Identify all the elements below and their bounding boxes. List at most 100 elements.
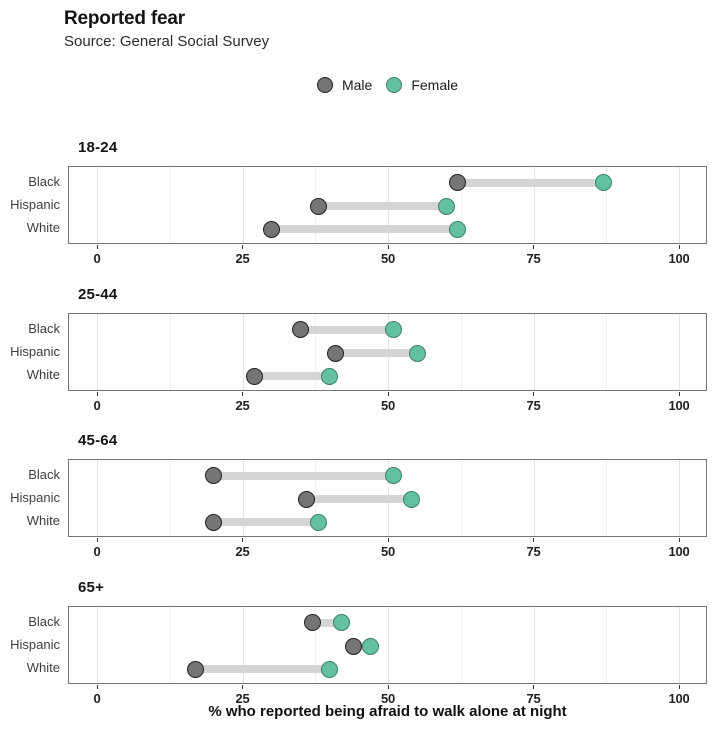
x-tick-mark: [387, 392, 389, 396]
x-tick-label: 75: [526, 544, 541, 559]
male-dot: [187, 660, 205, 678]
dumbbell-bar: [335, 349, 418, 357]
legend-item-male: Male: [316, 77, 373, 93]
gridline-major: [533, 314, 535, 390]
male-dot: [204, 513, 222, 531]
gridline-minor: [606, 314, 608, 390]
dumbbell-bar: [318, 202, 447, 210]
gridline-minor: [169, 314, 171, 390]
y-axis-label-Hispanic: Hispanic: [10, 197, 60, 212]
x-tick-label: 25: [235, 544, 250, 559]
male-dot: [292, 321, 310, 339]
gridline-minor: [460, 314, 462, 390]
x-tick-mark: [96, 685, 98, 689]
legend-item-female: Female: [386, 77, 458, 93]
gridline-major: [533, 607, 535, 683]
x-tick-mark: [533, 685, 534, 689]
x-tick-mark: [242, 538, 243, 542]
gridline-major: [97, 607, 98, 683]
dumbbell-bar: [306, 495, 412, 503]
gridline-major: [533, 460, 535, 536]
x-tick-label: 50: [380, 691, 396, 706]
x-tick-mark: [533, 538, 534, 542]
female-dot: [402, 490, 420, 508]
female-dot: [332, 614, 350, 632]
dumbbell-bar: [271, 225, 458, 234]
gridline-minor: [169, 607, 171, 683]
x-tick-mark: [96, 392, 98, 396]
gridline-major: [242, 607, 244, 683]
x-tick-mark: [678, 245, 680, 249]
gridline-major: [679, 167, 680, 243]
x-tick-label: 0: [93, 251, 101, 266]
panel-plot-area-45-64: [68, 459, 707, 537]
x-tick-mark: [387, 685, 389, 689]
gridline-major: [679, 607, 680, 683]
y-axis-label-Black: Black: [28, 320, 60, 336]
gridline-minor: [460, 460, 462, 536]
male-dot: [245, 367, 263, 385]
x-tick-mark: [242, 245, 243, 249]
panel-plot-area-18-24: [68, 166, 707, 244]
panel-plot-area-65+: [68, 606, 707, 684]
gridline-minor: [606, 167, 608, 243]
female-swatch-icon: [386, 77, 403, 93]
dumbbell-bar: [353, 642, 371, 650]
legend-label-male: Male: [341, 77, 373, 93]
gridline-major: [242, 167, 244, 243]
legend-label-female: Female: [411, 77, 459, 93]
female-dot: [362, 637, 380, 655]
y-axis-label-Black: Black: [28, 613, 60, 629]
panel-plot-area-25-44: [68, 313, 707, 391]
female-dot: [449, 220, 467, 238]
chart-subtitle: Source: General Social Survey: [64, 33, 270, 50]
x-tick-label: 100: [668, 398, 690, 413]
x-axis-title: % who reported being afraid to walk alon…: [208, 703, 567, 720]
gridline-major: [679, 460, 680, 536]
gridline-minor: [606, 607, 608, 683]
x-tick-label: 25: [235, 251, 250, 266]
female-dot: [385, 467, 403, 485]
x-tick-label: 75: [526, 398, 541, 413]
dumbbell-bar: [213, 471, 394, 480]
male-dot: [309, 197, 327, 215]
x-tick-mark: [678, 685, 680, 689]
gridline-major: [533, 167, 535, 243]
female-dot: [309, 513, 327, 531]
x-tick-label: 75: [526, 251, 541, 266]
gridline-minor: [315, 314, 317, 390]
x-tick-label: 0: [93, 691, 101, 706]
x-tick-label: 50: [380, 251, 396, 266]
panel-header-65+: 65+: [78, 579, 105, 596]
dumbbell-bar: [457, 178, 604, 187]
dumbbell-bar: [213, 518, 319, 527]
y-axis-label-White: White: [26, 513, 60, 529]
x-tick-label: 0: [93, 544, 101, 559]
y-axis-label-Hispanic: Hispanic: [10, 637, 60, 652]
male-dot: [327, 344, 345, 362]
y-axis-label-White: White: [26, 220, 60, 236]
panel-header-25-44: 25-44: [78, 286, 118, 303]
gridline-minor: [460, 607, 462, 683]
x-tick-mark: [533, 245, 534, 249]
x-tick-label: 25: [235, 691, 250, 706]
female-dot: [385, 321, 403, 339]
gridline-major: [97, 167, 98, 243]
x-tick-mark: [678, 392, 680, 396]
x-tick-label: 75: [526, 691, 541, 706]
y-axis-label-Black: Black: [28, 466, 60, 482]
female-dot: [408, 344, 426, 362]
x-tick-label: 100: [668, 691, 690, 706]
x-tick-mark: [387, 245, 389, 249]
male-dot: [449, 174, 467, 192]
y-axis-label-Hispanic: Hispanic: [10, 344, 60, 359]
x-tick-label: 25: [235, 398, 250, 413]
y-axis-label-White: White: [26, 367, 60, 383]
gridline-major: [388, 607, 389, 683]
male-dot: [204, 467, 222, 485]
male-dot: [303, 614, 321, 632]
female-dot: [437, 197, 455, 215]
x-tick-mark: [96, 538, 98, 542]
y-axis-label-Black: Black: [28, 173, 60, 189]
gridline-minor: [315, 607, 317, 683]
